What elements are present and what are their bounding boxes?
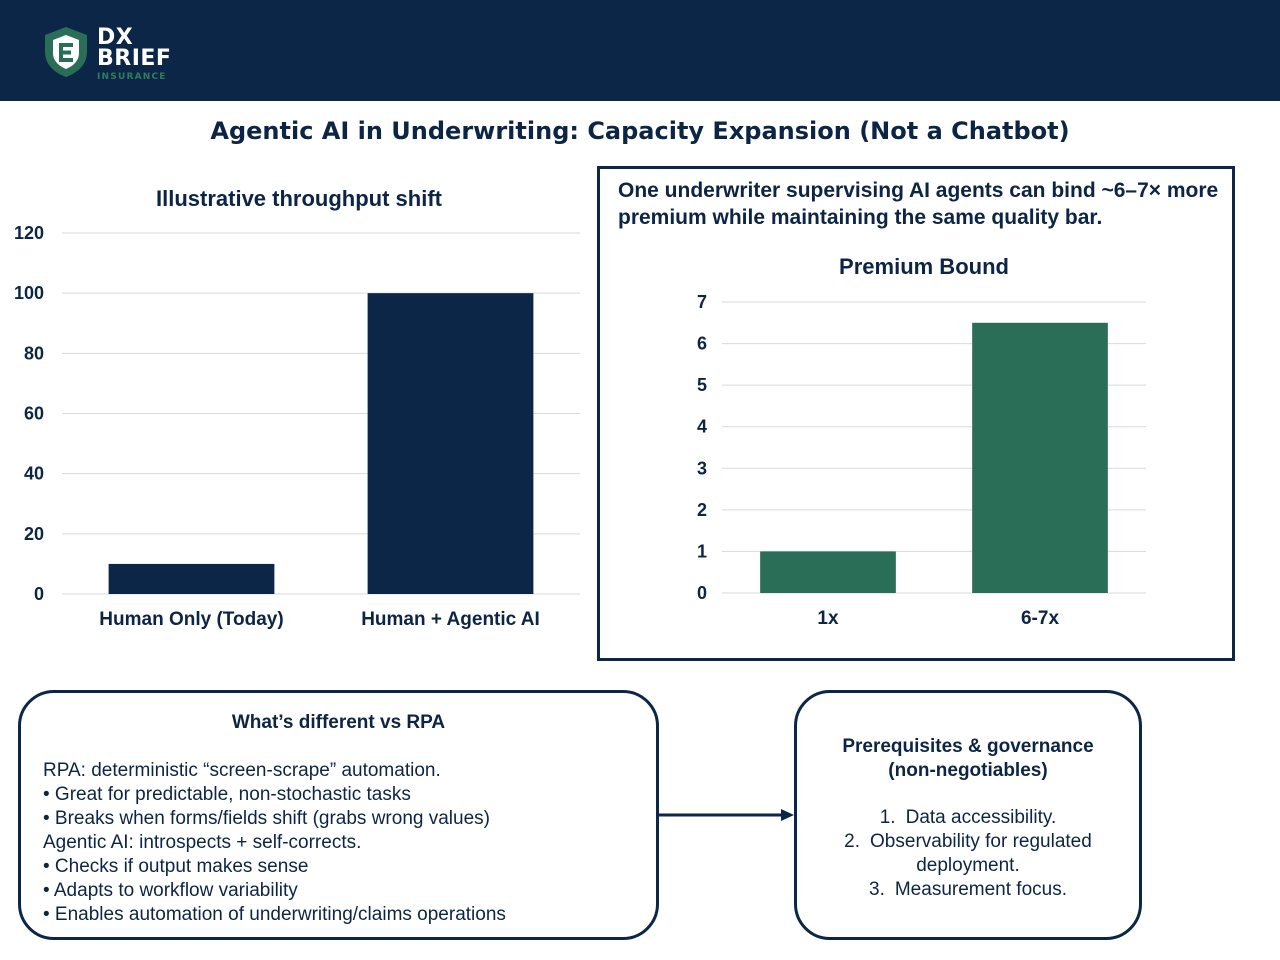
bar (108, 563, 275, 594)
throughput-chart: Illustrative throughput shift 0 20 40 60 80 10… (14, 186, 580, 630)
rpa-comparison-box: What’s different vs RPA RPA: determinist… (18, 690, 659, 940)
governance-title-line: (non-negotiables) (888, 760, 1048, 781)
item-text: Observability for regulated deployment. (870, 831, 1092, 876)
y-tick-label: 20 (24, 524, 44, 544)
y-tick-label: 0 (697, 583, 707, 603)
callout-box: One underwriter supervising AI agents ca… (597, 166, 1235, 661)
page-title: Agentic AI in Underwriting: Capacity Exp… (210, 117, 1070, 145)
rpa-line: RPA: deterministic “screen-scrape” autom… (43, 760, 441, 781)
y-tick-label: 5 (697, 375, 707, 395)
y-tick-label: 4 (697, 417, 707, 437)
rpa-line: • Checks if output makes sense (43, 856, 309, 877)
y-tick-label: 80 (24, 343, 44, 363)
premium-bound-chart: Premium Bound 0 1 2 3 4 5 6 7 1x 6-7x (697, 254, 1146, 629)
bar (972, 322, 1108, 593)
item-number: 1. (879, 807, 896, 828)
logo-text-brief: BRIEF (97, 46, 172, 71)
governance-title: Prerequisites & governance (non-negotiab… (797, 735, 1139, 783)
y-tick-label: 7 (697, 292, 707, 312)
callout-text: One underwriter supervising AI agents ca… (618, 179, 1219, 229)
governance-title-line: Prerequisites & governance (842, 736, 1094, 757)
item-text: Data accessibility. (905, 807, 1057, 828)
shield-logo-icon (45, 27, 87, 77)
chart-title: Illustrative throughput shift (156, 186, 443, 211)
arrow-connector (659, 809, 794, 821)
y-tick-label: 120 (14, 223, 44, 243)
rpa-line: • Great for predictable, non-stochastic … (43, 784, 411, 805)
y-tick-label: 6 (697, 334, 707, 354)
rpa-line: Agentic AI: introspects + self-corrects. (43, 832, 362, 853)
y-tick-label: 40 (24, 464, 44, 484)
logo-text-dx: DX (97, 25, 134, 50)
item-number: 3. (869, 879, 885, 900)
y-tick-label: 100 (14, 283, 44, 303)
x-tick-label: 6-7x (1021, 608, 1059, 629)
y-tick-label: 60 (24, 404, 44, 424)
rpa-line: • Enables automation of underwriting/cla… (43, 904, 506, 925)
header-bar: DX BRIEF INSURANCE (0, 0, 1280, 101)
rpa-line: • Adapts to workflow variability (43, 880, 298, 901)
y-tick-label: 2 (697, 500, 707, 520)
x-tick-label: Human Only (Today) (99, 609, 283, 630)
logo: DX BRIEF INSURANCE (43, 24, 183, 84)
item-number: 2. (844, 831, 861, 852)
y-tick-label: 0 (34, 584, 44, 604)
governance-item: 2. Observability for regulated deployment… (797, 830, 1139, 878)
rpa-line: • Breaks when forms/fields shift (grabs … (43, 808, 490, 829)
governance-item: 1. Data accessibility. (797, 806, 1139, 830)
x-tick-label: 1x (817, 608, 839, 629)
governance-item: 3. Measurement focus. (797, 878, 1139, 902)
x-tick-label: Human + Agentic AI (361, 609, 540, 630)
y-tick-label: 3 (697, 458, 707, 478)
governance-list: 1. Data accessibility. 2. Observability fo… (797, 806, 1139, 902)
logo-subtitle: INSURANCE (97, 72, 167, 82)
bar (760, 551, 896, 593)
rpa-box-title: What’s different vs RPA (231, 712, 446, 733)
chart-title: Premium Bound (839, 254, 1009, 279)
bar (367, 293, 534, 594)
y-tick-label: 1 (697, 541, 707, 561)
item-text: Measurement focus. (894, 879, 1067, 900)
governance-box: Prerequisites & governance (non-negotiab… (794, 690, 1142, 940)
rpa-lines: RPA: deterministic “screen-scrape” autom… (43, 759, 506, 927)
